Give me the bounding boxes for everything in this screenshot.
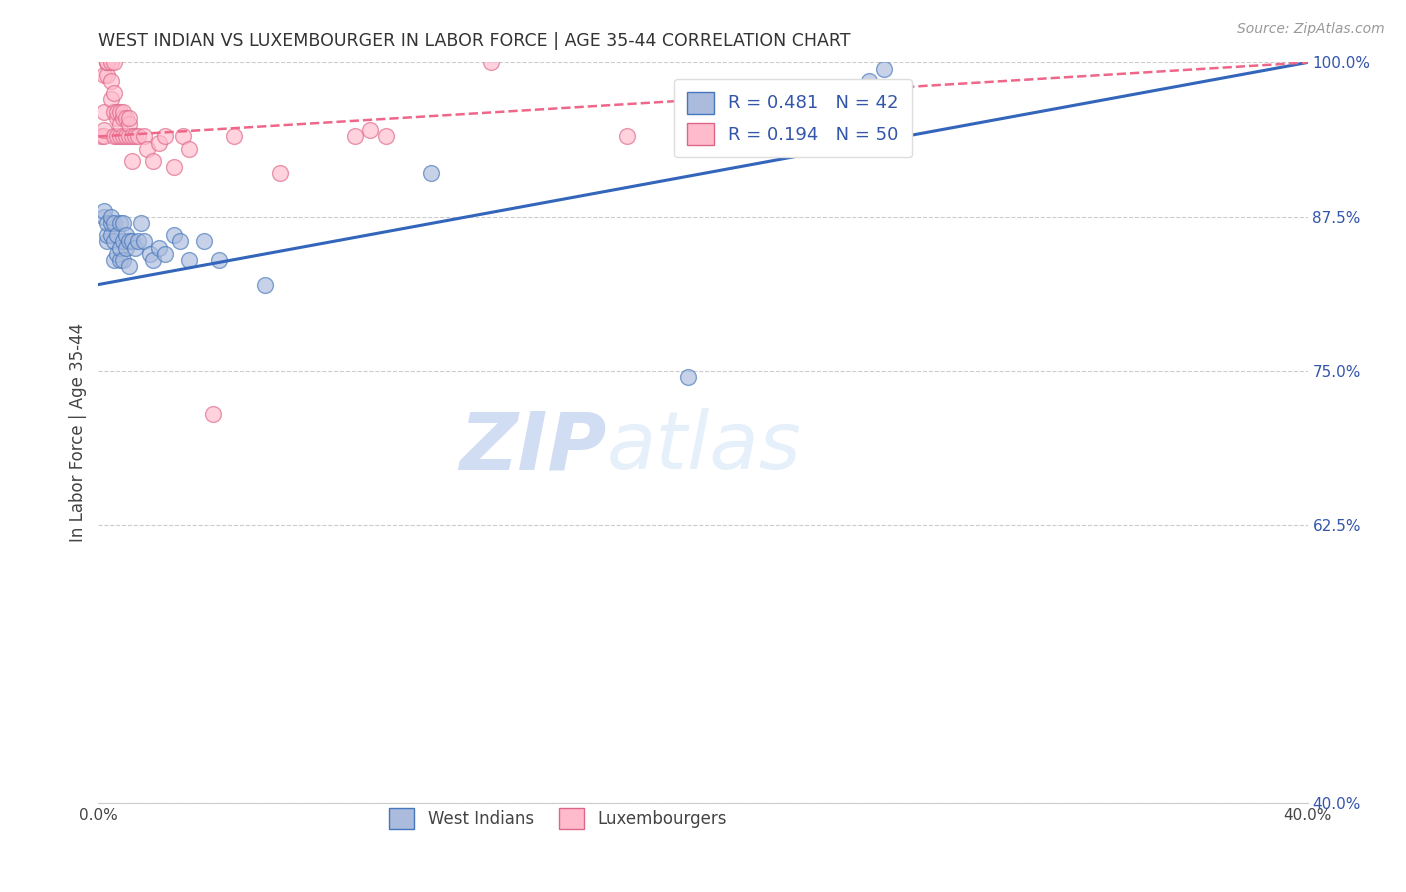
Text: atlas: atlas xyxy=(606,409,801,486)
Text: WEST INDIAN VS LUXEMBOURGER IN LABOR FORCE | AGE 35-44 CORRELATION CHART: WEST INDIAN VS LUXEMBOURGER IN LABOR FOR… xyxy=(98,32,851,50)
Point xyxy=(873,62,896,76)
Text: ZIP: ZIP xyxy=(458,409,606,486)
Point xyxy=(163,228,186,243)
Point xyxy=(100,228,122,243)
Point xyxy=(127,235,149,249)
Point xyxy=(103,252,125,267)
Point xyxy=(96,55,118,70)
Point xyxy=(179,252,201,267)
Point xyxy=(103,104,125,119)
Point xyxy=(179,142,201,156)
Point xyxy=(129,216,152,230)
Point xyxy=(93,123,115,137)
Point xyxy=(100,92,122,106)
Point xyxy=(481,55,503,70)
Point xyxy=(135,142,157,156)
Text: Source: ZipAtlas.com: Source: ZipAtlas.com xyxy=(1237,22,1385,37)
Point xyxy=(124,240,146,255)
Point xyxy=(269,166,291,180)
Point xyxy=(93,129,115,144)
Y-axis label: In Labor Force | Age 35-44: In Labor Force | Age 35-44 xyxy=(69,323,87,542)
Point xyxy=(224,129,246,144)
Point xyxy=(253,277,276,292)
Point xyxy=(172,129,194,144)
Point xyxy=(124,129,146,144)
Point xyxy=(93,68,115,82)
Point xyxy=(127,129,149,144)
Point xyxy=(111,235,134,249)
Point xyxy=(111,129,134,144)
Point xyxy=(118,235,141,249)
Point xyxy=(148,240,170,255)
Point xyxy=(96,216,118,230)
Point xyxy=(121,129,143,144)
Point xyxy=(114,240,136,255)
Point xyxy=(105,104,128,119)
Point xyxy=(93,104,115,119)
Point xyxy=(118,259,141,273)
Point xyxy=(105,129,128,144)
Point xyxy=(114,228,136,243)
Point xyxy=(118,111,141,125)
Point xyxy=(111,104,134,119)
Point xyxy=(100,216,122,230)
Point xyxy=(121,235,143,249)
Point xyxy=(208,252,231,267)
Point xyxy=(108,252,131,267)
Point xyxy=(118,117,141,131)
Point xyxy=(103,129,125,144)
Point xyxy=(193,235,215,249)
Point xyxy=(114,129,136,144)
Point xyxy=(96,68,118,82)
Point xyxy=(132,129,155,144)
Point xyxy=(118,129,141,144)
Point xyxy=(96,55,118,70)
Point xyxy=(202,407,225,421)
Point xyxy=(105,111,128,125)
Point xyxy=(108,240,131,255)
Point xyxy=(96,235,118,249)
Point xyxy=(111,252,134,267)
Point xyxy=(148,136,170,150)
Point xyxy=(360,123,382,137)
Point xyxy=(100,55,122,70)
Point xyxy=(93,203,115,218)
Point xyxy=(93,210,115,224)
Point xyxy=(108,216,131,230)
Point xyxy=(153,246,176,260)
Point xyxy=(105,228,128,243)
Point xyxy=(103,235,125,249)
Point xyxy=(142,154,165,169)
Point xyxy=(108,129,131,144)
Point xyxy=(153,129,176,144)
Point xyxy=(108,117,131,131)
Legend: West Indians, Luxembourgers: West Indians, Luxembourgers xyxy=(382,802,733,835)
Point xyxy=(90,129,112,144)
Point xyxy=(374,129,396,144)
Point xyxy=(100,74,122,88)
Point xyxy=(96,228,118,243)
Point xyxy=(108,104,131,119)
Point xyxy=(132,235,155,249)
Point xyxy=(96,55,118,70)
Point xyxy=(114,111,136,125)
Point xyxy=(121,154,143,169)
Point xyxy=(142,252,165,267)
Point xyxy=(858,74,880,88)
Point xyxy=(169,235,191,249)
Point xyxy=(616,129,638,144)
Point xyxy=(100,210,122,224)
Point xyxy=(103,216,125,230)
Point xyxy=(103,55,125,70)
Point xyxy=(105,246,128,260)
Point xyxy=(111,111,134,125)
Point xyxy=(344,129,367,144)
Point xyxy=(676,370,699,384)
Point xyxy=(420,166,443,180)
Point xyxy=(139,246,162,260)
Point xyxy=(103,87,125,101)
Point xyxy=(163,161,186,175)
Point xyxy=(111,216,134,230)
